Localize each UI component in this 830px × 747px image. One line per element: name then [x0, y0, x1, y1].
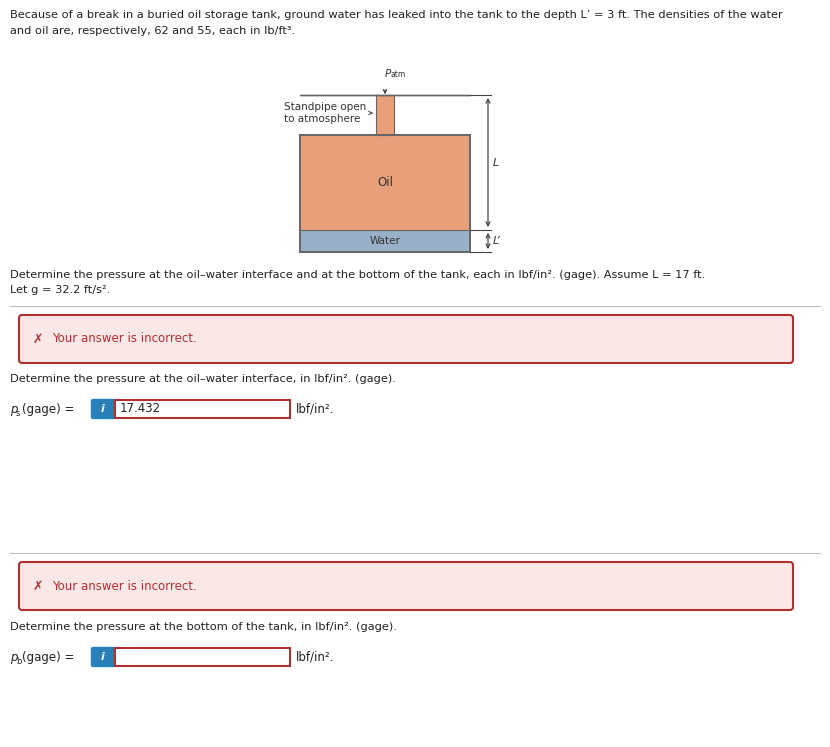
FancyBboxPatch shape — [19, 562, 793, 610]
Text: Determine the pressure at the bottom of the tank, in lbf/in². (gage).: Determine the pressure at the bottom of … — [10, 622, 397, 632]
Bar — [376, 95, 394, 135]
Text: L: L — [493, 158, 500, 167]
Text: P: P — [385, 69, 391, 79]
Text: p: p — [10, 403, 17, 415]
Text: b: b — [16, 657, 22, 666]
Text: s: s — [16, 409, 21, 418]
Text: and oil are, respectively, 62 and 55, each in lb/ft³.: and oil are, respectively, 62 and 55, ea… — [10, 26, 295, 36]
Text: 17.432: 17.432 — [120, 403, 161, 415]
Text: ✗: ✗ — [32, 332, 43, 346]
Text: Oil: Oil — [377, 176, 393, 189]
FancyBboxPatch shape — [19, 315, 793, 363]
Text: Water: Water — [369, 236, 400, 246]
FancyBboxPatch shape — [91, 648, 115, 666]
Text: Because of a break in a buried oil storage tank, ground water has leaked into th: Because of a break in a buried oil stora… — [10, 10, 783, 20]
Text: (gage) =: (gage) = — [22, 403, 75, 415]
Text: ✗: ✗ — [32, 580, 43, 592]
Text: L’: L’ — [493, 236, 500, 246]
Text: lbf/in².: lbf/in². — [296, 651, 334, 663]
Text: Your answer is incorrect.: Your answer is incorrect. — [52, 332, 197, 346]
Bar — [300, 230, 470, 252]
Text: i: i — [101, 652, 105, 662]
Bar — [115, 648, 290, 666]
Text: Let g = 32.2 ft/s².: Let g = 32.2 ft/s². — [10, 285, 110, 295]
Bar — [300, 135, 470, 230]
Text: Determine the pressure at the oil–water interface, in lbf/in². (gage).: Determine the pressure at the oil–water … — [10, 374, 396, 384]
FancyBboxPatch shape — [91, 400, 115, 418]
Text: Determine the pressure at the oil–water interface and at the bottom of the tank,: Determine the pressure at the oil–water … — [10, 270, 706, 280]
Text: p: p — [10, 651, 17, 663]
Text: (gage) =: (gage) = — [22, 651, 75, 663]
Text: Your answer is incorrect.: Your answer is incorrect. — [52, 580, 197, 592]
Text: lbf/in².: lbf/in². — [296, 403, 334, 415]
Bar — [115, 400, 290, 418]
Text: atm: atm — [390, 70, 405, 79]
Text: Standpipe open
to atmosphere: Standpipe open to atmosphere — [284, 102, 366, 124]
Text: i: i — [101, 404, 105, 414]
